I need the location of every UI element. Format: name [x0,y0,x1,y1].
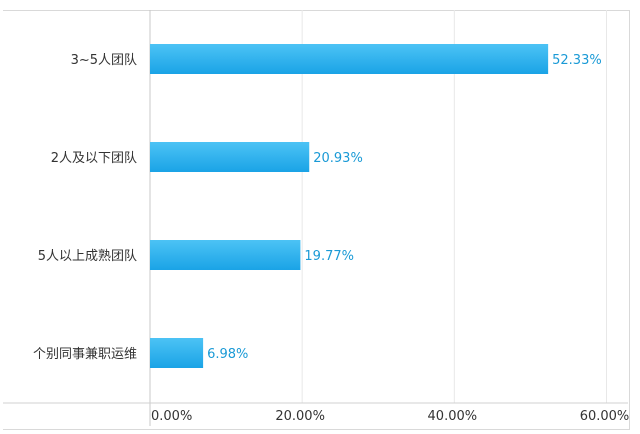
bar [150,142,310,172]
x-tick-labels: 0.00% 20.00% 40.00% 60.00% [151,409,629,424]
bar [150,44,549,74]
x-tick-label: 60.00% [580,409,630,424]
chart-frame [3,10,630,430]
bars [150,44,549,368]
category-label: 5人以上成熟团队 [38,248,137,264]
x-tick-label: 0.00% [151,409,192,424]
x-tick-label: 20.00% [275,409,325,424]
x-tick-label: 40.00% [428,409,478,424]
bar [150,240,301,270]
bar [150,338,204,368]
category-label: 3~5人团队 [71,53,137,68]
value-labels: 52.33% 20.93% 19.77% 6.98% [207,53,602,362]
category-label: 2人及以下团队 [51,151,137,166]
value-label: 52.33% [552,53,602,68]
value-label: 19.77% [304,249,354,264]
grid-lines [3,10,628,426]
value-label: 20.93% [313,151,363,166]
category-label: 个别同事兼职运维 [33,347,137,362]
value-label: 6.98% [207,347,248,362]
